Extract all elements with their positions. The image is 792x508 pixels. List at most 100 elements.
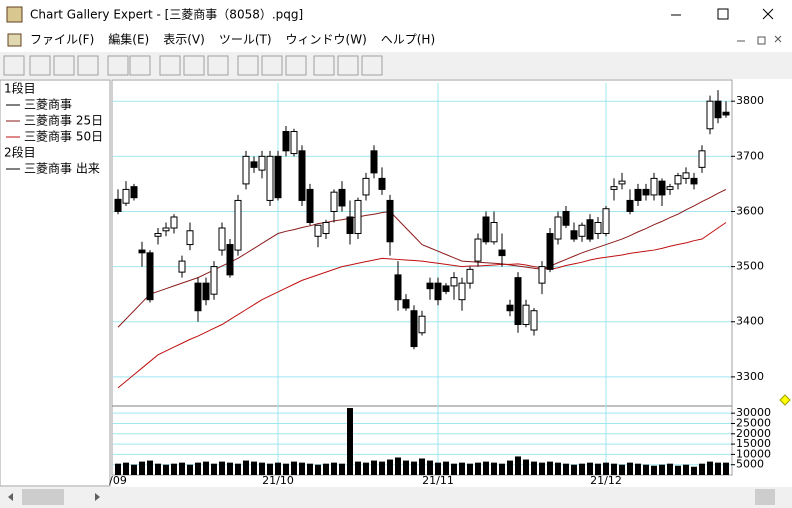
candle-body (410, 310, 418, 348)
candle-body (666, 186, 674, 190)
menu-item[interactable]: ツール(T) (219, 33, 272, 47)
volume-bar (443, 461, 449, 475)
candle-body (482, 216, 490, 243)
volume-bar (715, 462, 721, 475)
volume-bar (451, 463, 457, 475)
toolbar-button[interactable] (107, 55, 129, 76)
candle-body (386, 199, 394, 243)
toolbar-button[interactable] (129, 55, 151, 76)
volume-bar (587, 462, 593, 475)
candle-body (458, 282, 466, 301)
volume-bar (707, 461, 713, 475)
y-tick-label: 3500 (736, 260, 764, 273)
candle-body (138, 249, 146, 254)
volume-bar (427, 460, 433, 475)
toolbar-button[interactable] (183, 55, 205, 76)
candle-body (362, 177, 370, 196)
toolbar-button[interactable] (337, 55, 359, 76)
moving-average-line (117, 222, 727, 389)
candle-body (282, 131, 290, 152)
volume-bar (139, 461, 145, 475)
candle-body (314, 224, 322, 237)
toolbar-button[interactable] (53, 55, 75, 76)
toolbar-button[interactable] (361, 55, 383, 76)
y-tick-label: 3600 (736, 204, 764, 217)
candle-body (562, 210, 570, 226)
legend-group: 1段目 (4, 81, 36, 96)
menu-item[interactable]: ファイル(F) (30, 33, 94, 47)
volume-bar (555, 462, 561, 475)
x-tick-label: /09 (109, 474, 127, 487)
volume-bar (531, 461, 537, 475)
y-tick-label: 3700 (736, 149, 764, 162)
candle-body (170, 216, 178, 229)
toolbar-button[interactable] (77, 55, 99, 76)
mdi-buttons[interactable] (737, 35, 782, 45)
candle-body (538, 266, 546, 284)
toolbar-button[interactable] (261, 55, 283, 76)
volume-bar (387, 459, 393, 475)
candle-body (250, 161, 258, 168)
menu-item[interactable]: 表示(V) (163, 33, 205, 47)
volume-bar (523, 459, 529, 475)
volume-bar (547, 461, 553, 475)
volume-bar (235, 463, 241, 475)
volume-bar (299, 462, 305, 475)
volume-bar (267, 463, 273, 475)
close-button[interactable] (762, 8, 774, 20)
volume-bar (563, 463, 569, 475)
toolbar-button[interactable] (29, 55, 51, 76)
candle-body (202, 282, 210, 301)
volume-bar (219, 461, 225, 475)
toolbar-button[interactable] (285, 55, 307, 76)
volume-bar (683, 464, 689, 475)
maximize-button[interactable] (717, 8, 729, 20)
candle-body (498, 249, 506, 257)
volume-bar (571, 464, 577, 475)
toolbar-button[interactable] (159, 55, 181, 76)
volume-bar (419, 458, 425, 475)
candle-body (186, 230, 194, 246)
toolbar-button[interactable] (3, 55, 25, 76)
candle-body (674, 175, 682, 185)
app-icon (6, 6, 23, 23)
menu-item[interactable]: ウィンドウ(W) (286, 33, 367, 47)
legend-entry[interactable]: 三菱商事 出来 (24, 161, 100, 176)
candle-body (298, 150, 306, 201)
menu-item[interactable]: ヘルプ(H) (381, 33, 435, 47)
candle-body (210, 266, 218, 295)
volume-bar (603, 462, 609, 475)
scroll-thumb[interactable] (22, 489, 64, 505)
candle-body (578, 224, 586, 237)
candle-body (234, 199, 242, 251)
candle-body (194, 282, 202, 312)
toolbar-button[interactable] (313, 55, 335, 76)
menu-item[interactable]: 編集(E) (108, 32, 149, 47)
scroll-marker[interactable] (779, 394, 791, 406)
volume-bar (179, 462, 185, 475)
legend-entry[interactable]: 三菱商事 (24, 97, 72, 112)
volume-bar (635, 463, 641, 475)
candle-body (402, 299, 410, 309)
candle-body (506, 304, 514, 312)
candle-body (530, 310, 538, 331)
legend-entry[interactable]: 三菱商事 25日 (24, 113, 103, 128)
volume-bar (347, 408, 353, 475)
toolbar-button[interactable] (207, 55, 229, 76)
candle-body (330, 191, 338, 212)
volume-bar (579, 463, 585, 475)
x-tick-label: 21/10 (262, 474, 294, 487)
volume-bar (355, 461, 361, 475)
scroll-thumb[interactable] (755, 489, 775, 505)
legend-entry[interactable]: 三菱商事 50日 (24, 129, 103, 144)
candle-body (426, 282, 434, 290)
volume-bar (211, 463, 217, 475)
toolbar-button[interactable] (237, 55, 259, 76)
candle-body (610, 186, 618, 190)
scrollbar (0, 487, 792, 508)
candle-body (466, 268, 474, 284)
candle-body (370, 150, 378, 174)
legend-panel (0, 79, 111, 487)
volume-bar (115, 463, 121, 475)
candle-body (130, 186, 138, 199)
